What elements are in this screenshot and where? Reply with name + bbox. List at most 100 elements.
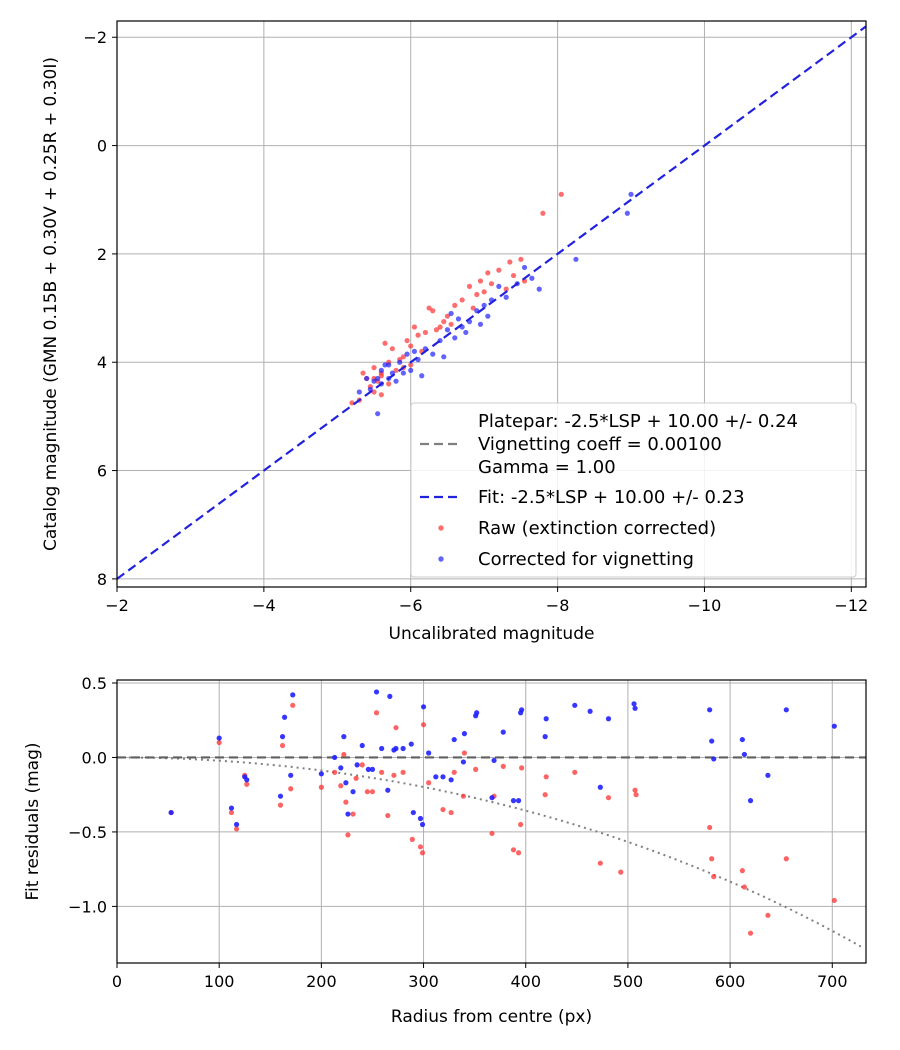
raw-residual-point <box>419 850 426 856</box>
corrected-residual-point <box>343 780 349 786</box>
raw-data-point <box>404 337 410 344</box>
raw-data-point <box>540 210 546 216</box>
calibration-ticks: −2 −4 −6 −8 −10 −12 −2 0 2 4 6 8 <box>83 28 868 615</box>
raw-data-point <box>408 362 414 368</box>
corrected-residual-point <box>288 772 294 778</box>
raw-residual-point <box>279 742 286 749</box>
raw-residual-point <box>448 809 454 816</box>
corrected-data-point <box>408 367 414 373</box>
raw-data-point <box>430 308 436 314</box>
corrected-data-point <box>419 373 425 379</box>
raw-residual-point <box>350 811 356 817</box>
legend-corrected-text: Corrected for vignetting <box>478 549 694 570</box>
calibration-x-tick-label: −10 <box>688 596 722 615</box>
raw-residual-point <box>707 824 713 831</box>
raw-residual-point <box>618 869 624 875</box>
corrected-residual-point <box>783 707 789 713</box>
corrected-residual-point <box>451 736 457 743</box>
corrected-data-point <box>448 310 454 317</box>
corrected-data-point <box>364 375 370 382</box>
corrected-residual-point <box>489 795 495 801</box>
calibration-y-axis-label: Catalog magnitude (GMN 0.15B + 0.30V + 0… <box>41 57 61 551</box>
raw-residual-point <box>318 784 324 790</box>
raw-residual-point <box>747 930 754 936</box>
calibration-y-tick-label: 2 <box>97 245 107 264</box>
calibration-x-tick-label: −8 <box>546 596 570 615</box>
raw-residual-point <box>542 792 548 798</box>
corrected-residual-point <box>433 774 439 780</box>
corrected-residual-point <box>233 821 240 828</box>
residuals-x-tick-label: 0 <box>112 972 122 991</box>
corrected-residual-point <box>739 736 745 743</box>
raw-residual-point <box>290 702 296 708</box>
raw-data-point <box>448 321 454 327</box>
residuals-plot: 0 100 200 300 400 500 600 700 0.5 0.0 −0.5 −1.0 Rad… <box>23 674 867 1027</box>
residuals-x-tick-label: 500 <box>613 972 644 991</box>
fit-line <box>116 25 867 580</box>
raw-residual-point <box>393 725 399 731</box>
corrected-data-point <box>386 362 392 368</box>
corrected-residual-point <box>373 689 380 695</box>
corrected-residual-point <box>365 766 371 772</box>
raw-data-point <box>437 324 443 330</box>
raw-residual-point <box>332 769 338 775</box>
legend-corrected-swatch <box>438 556 444 562</box>
corrected-residual-point <box>587 708 593 714</box>
raw-data-point <box>422 329 429 336</box>
corrected-residual-point <box>707 707 713 713</box>
raw-data-point <box>452 302 458 308</box>
raw-residual-point <box>338 783 344 789</box>
raw-data-point <box>378 392 384 398</box>
corrected-residual-point <box>831 723 837 729</box>
corrected-data-point <box>496 283 502 289</box>
raw-residual-point <box>765 912 771 918</box>
raw-residual-point <box>343 799 349 805</box>
raw-data-point <box>408 343 414 349</box>
corrected-data-point <box>397 359 403 365</box>
raw-data-point <box>382 340 388 346</box>
corrected-data-point <box>393 378 399 384</box>
corrected-residual-point <box>290 692 296 698</box>
calibration-y-tick-label: 0 <box>97 137 107 156</box>
residuals-x-tick-label: 400 <box>510 972 541 991</box>
raw-residual-point <box>632 787 638 793</box>
corrected-data-point <box>356 389 362 395</box>
corrected-residual-point <box>359 742 365 749</box>
raw-residual-point <box>364 789 370 795</box>
raw-residual-point <box>391 772 397 778</box>
corrected-residual-point <box>417 815 424 822</box>
raw-residual-point <box>244 781 250 787</box>
corrected-data-point <box>536 286 542 292</box>
residuals-points <box>168 689 837 936</box>
corrected-residual-point <box>500 729 506 735</box>
legend-platepar-text: Platepar: -2.5*LSP + 10.00 +/- 0.24 <box>478 411 798 432</box>
corrected-data-point <box>378 367 384 373</box>
raw-data-point <box>466 283 473 289</box>
corrected-residual-point <box>631 701 637 707</box>
corrected-data-point <box>452 335 458 341</box>
calibration-x-axis-label: Uncalibrated magnitude <box>389 624 595 644</box>
corrected-residual-point <box>393 745 399 752</box>
raw-residual-point <box>605 795 612 801</box>
raw-residual-point <box>288 786 294 792</box>
raw-residual-point <box>345 832 351 838</box>
raw-data-point <box>481 289 487 295</box>
legend-raw-text: Raw (extinction corrected) <box>478 518 716 539</box>
calibration-plot: −2 −4 −6 −8 −10 −12 −2 0 2 4 6 8 Uncalibrated magni… <box>41 20 868 644</box>
raw-data-point <box>426 305 432 311</box>
corrected-residual-point <box>448 777 454 783</box>
corrected-residual-point <box>385 787 391 793</box>
corrected-residual-point <box>281 714 288 720</box>
residuals-x-tick-label: 600 <box>715 972 746 991</box>
legend-fit-text: Fit: -2.5*LSP + 10.00 +/- 0.23 <box>478 487 745 508</box>
corrected-residual-point <box>519 707 525 713</box>
corrected-data-point <box>455 316 462 322</box>
legend-gamma-text: Gamma = 1.00 <box>478 457 616 478</box>
corrected-residual-point <box>440 774 446 780</box>
raw-data-point <box>360 370 366 376</box>
raw-residual-point <box>216 739 222 746</box>
corrected-data-point <box>411 348 417 354</box>
corrected-residual-point <box>228 805 235 811</box>
calibration-y-tick-label: 6 <box>97 462 107 481</box>
